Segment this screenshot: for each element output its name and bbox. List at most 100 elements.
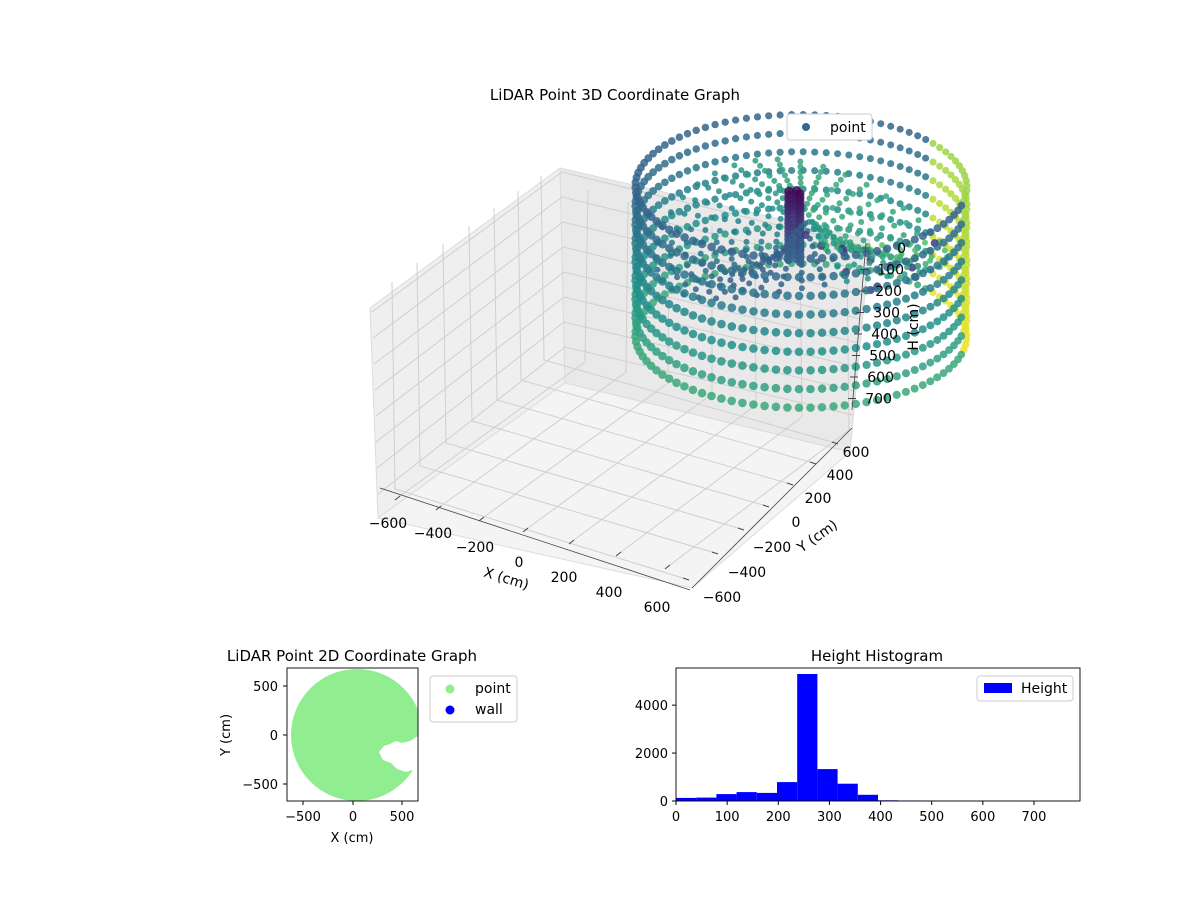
data-point [874, 197, 881, 204]
data-point [766, 259, 773, 266]
data-point [933, 354, 942, 363]
x-tick-label: 0 [515, 555, 524, 571]
data-point [929, 158, 937, 166]
data-point [945, 234, 954, 243]
data-point [788, 166, 796, 175]
data-point [672, 341, 681, 350]
data-point [749, 307, 758, 316]
data-point [893, 254, 900, 261]
data-point [879, 254, 886, 261]
data-point [848, 247, 855, 254]
data-point [680, 270, 689, 279]
x-tick [522, 527, 529, 533]
data-point [806, 310, 815, 319]
data-point [675, 152, 684, 160]
data-point [918, 325, 927, 334]
data-point [667, 137, 676, 145]
data-point [711, 232, 719, 241]
y-tick [711, 551, 719, 555]
data-point [665, 281, 674, 290]
data-point [821, 227, 828, 234]
data-point [918, 306, 927, 315]
data-point [939, 369, 948, 378]
data-point [819, 196, 826, 203]
data-point [811, 167, 819, 175]
data-point [896, 200, 904, 208]
data-point [939, 331, 948, 340]
data-point [901, 331, 911, 341]
data-point [816, 214, 823, 221]
data-point [816, 266, 823, 273]
data-point [721, 216, 728, 223]
data-point [851, 381, 860, 390]
data-point [758, 238, 765, 245]
data-point [649, 224, 657, 233]
data-point [806, 384, 815, 394]
data-point [758, 202, 765, 209]
data-point [688, 236, 698, 246]
data-point [941, 247, 948, 254]
data-point [892, 241, 901, 250]
data-point [901, 387, 910, 396]
data-point [771, 290, 781, 300]
data-point [652, 366, 661, 375]
data-point [716, 227, 723, 234]
legend-frame [976, 675, 1074, 702]
data-point [717, 375, 726, 385]
data-point [929, 195, 937, 203]
data-point [727, 322, 737, 331]
data-point [717, 319, 726, 329]
data-point [922, 173, 930, 181]
x-axis-label-2d: X (cm) [331, 831, 374, 846]
data-point [797, 158, 804, 165]
data-point [840, 401, 849, 410]
data-point [738, 286, 747, 296]
z-axis-label: H (cm) [906, 303, 922, 350]
data-point [892, 297, 901, 306]
data-point [912, 247, 919, 254]
data-point [933, 261, 942, 270]
z-tick-group: 0 100 200 300 400 500 600 700 [848, 241, 906, 408]
data-point [765, 112, 773, 120]
data-point [892, 316, 901, 325]
data-point [862, 286, 871, 295]
data-point [862, 304, 871, 314]
data-point [716, 202, 723, 209]
data-point [712, 249, 719, 256]
data-point [822, 149, 830, 157]
data-point [872, 358, 882, 367]
data-point [887, 254, 894, 261]
data-point [652, 217, 661, 226]
data-point [711, 158, 719, 166]
data-point [776, 260, 784, 268]
data-point [665, 244, 674, 253]
data-point [694, 181, 701, 188]
data-point [753, 150, 762, 158]
data-point [892, 279, 901, 288]
data-point [806, 254, 815, 263]
data-point [902, 238, 911, 247]
data-point [680, 307, 689, 317]
data-point [862, 342, 871, 351]
data-point [829, 364, 838, 374]
data-point [727, 284, 737, 294]
data-point [939, 350, 948, 359]
legend-point-marker [802, 123, 810, 131]
histogram-bar [736, 792, 757, 801]
data-point [945, 215, 954, 224]
data-point [821, 281, 828, 288]
data-point [759, 266, 766, 273]
data-point [727, 396, 736, 406]
data-point [794, 366, 804, 375]
data-point [665, 225, 674, 235]
data-point [942, 166, 950, 175]
data-point [752, 176, 759, 183]
data-point [824, 248, 831, 255]
data-point [683, 204, 692, 212]
chart2d-title: LiDAR Point 2D Coordinate Graph [227, 647, 477, 665]
data-point [776, 130, 784, 138]
data-point [776, 182, 783, 189]
data-point [672, 322, 681, 332]
data-point [697, 351, 707, 361]
data-point [806, 366, 815, 375]
